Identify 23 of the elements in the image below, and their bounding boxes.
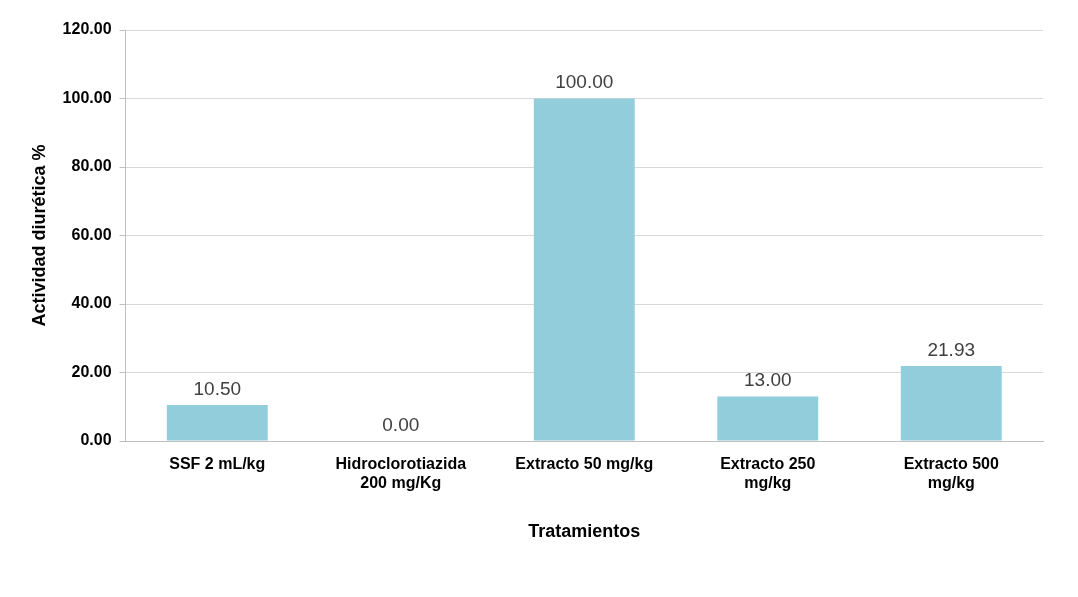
data-label: 21.93 (927, 338, 976, 360)
data-label: 13.00 (743, 369, 792, 391)
y-tick-label: 100.00 (62, 88, 112, 106)
y-axis-title: Actividad diurética % (28, 144, 49, 327)
y-tick-label: 0.00 (80, 431, 112, 449)
x-tick-label: Extracto 50 mg/kg (515, 455, 654, 473)
bar (166, 405, 268, 441)
x-tick-label: Extracto 250 mg/kg (720, 455, 816, 492)
data-label: 10.50 (193, 377, 242, 399)
data-label: 100.00 (555, 71, 614, 93)
x-tick-label: Extracto 500 mg/kg (903, 455, 999, 492)
bar (717, 396, 819, 441)
x-tick-label: SSF 2 mL/kg (169, 455, 266, 473)
bar (900, 365, 1002, 441)
x-axis-title: Tratamientos (528, 521, 641, 542)
data-label: 0.00 (382, 413, 420, 435)
x-tick-label: Hidroclorotiazida 200 mg/Kg (335, 455, 467, 492)
y-tick-label: 80.00 (71, 157, 112, 175)
y-tick-label: 120.00 (62, 20, 112, 38)
y-tick-label: 20.00 (71, 362, 112, 380)
y-tick-label: 40.00 (71, 294, 112, 312)
y-tick-label: 60.00 (71, 225, 112, 243)
bar (533, 98, 635, 441)
